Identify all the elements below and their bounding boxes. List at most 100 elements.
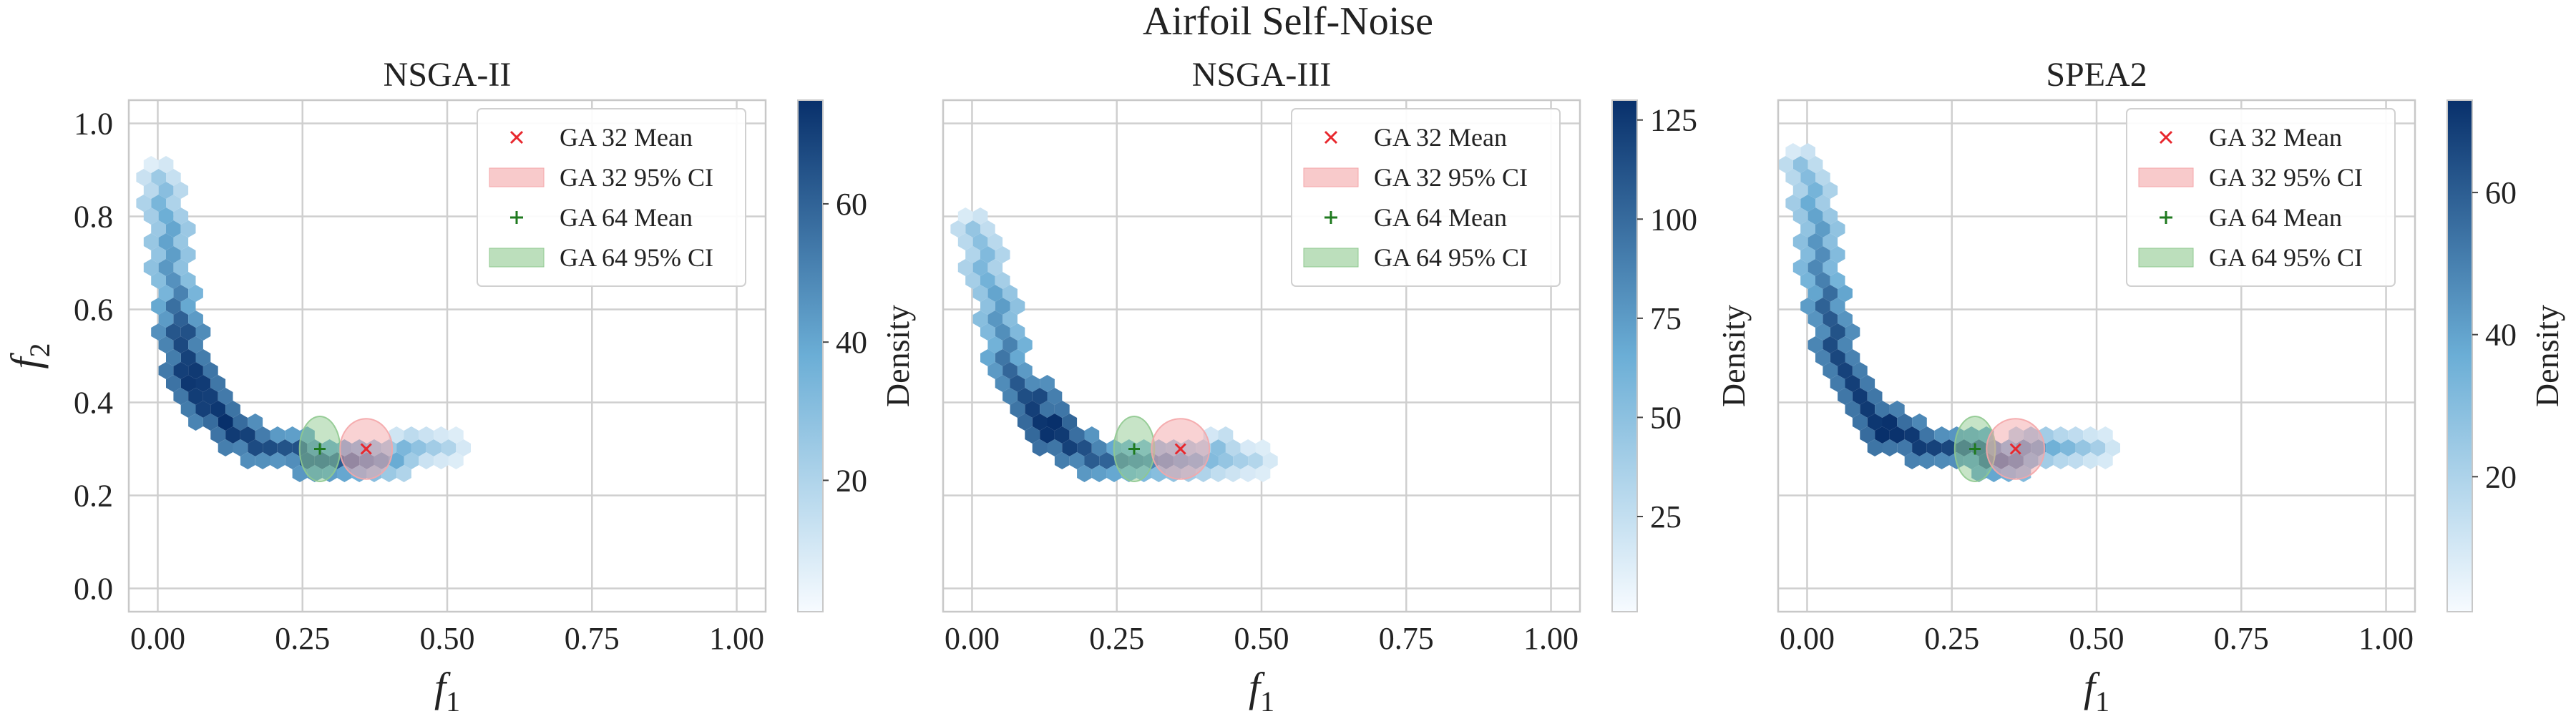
colorbar: 20 40 60 Density — [797, 99, 916, 612]
hexbin-cell — [180, 272, 196, 289]
ga32-mean-marker — [360, 443, 372, 455]
colorbar-gradient-bar — [797, 99, 824, 612]
hexbin-cell — [195, 349, 211, 366]
hexbin-cell — [1807, 285, 1823, 302]
hexbin-cell — [180, 220, 196, 238]
hexbin-cell — [173, 336, 189, 353]
x-tick-label: 0.50 — [2069, 621, 2124, 656]
hexbin-cell — [1815, 298, 1830, 315]
hexbin-cell — [1807, 310, 1823, 328]
hexbin-cell — [210, 426, 226, 444]
x-tick-label: 0.25 — [1089, 621, 1144, 656]
hexbin-cell — [1867, 414, 1883, 431]
hexbin-cell — [1912, 414, 1927, 431]
hexbin-cell — [1845, 375, 1860, 392]
hexbin-cell — [1002, 336, 1018, 353]
hexbin-cell — [1919, 426, 1935, 444]
colorbar-gradient-bar — [1611, 99, 1638, 612]
hexbin-cell — [1248, 452, 1263, 469]
hexbin-cell — [1800, 169, 1815, 186]
x-axis-label-subscript: 1 — [2095, 685, 2109, 715]
x-axis-label-subscript: 1 — [1260, 685, 1274, 715]
hexbin-cell — [173, 310, 189, 328]
hexbin-cell — [1830, 375, 1845, 392]
hexbin-cell — [1002, 310, 1018, 328]
hexbin-cell — [1025, 426, 1040, 444]
hexbin-cell — [396, 465, 411, 482]
x-tick-label: 0.00 — [945, 621, 1000, 656]
legend-entry-label: GA 64 Mean — [560, 203, 693, 232]
hexbin-cell — [1838, 362, 1853, 379]
y-tick-label: 0.0 — [74, 572, 113, 607]
hexbin-cell — [1815, 323, 1830, 341]
hexbin-cell — [188, 414, 203, 431]
hexbin-cell — [136, 169, 152, 186]
hexbin-cell — [1002, 362, 1018, 379]
hexbin-cell — [225, 401, 240, 418]
hexbin-cell — [158, 233, 174, 250]
colorbar-tick-label: 60 — [2485, 175, 2517, 210]
hexbin-cell — [1800, 195, 1815, 212]
hexbin-cell — [411, 439, 426, 456]
colorbar-tick-label: 125 — [1650, 103, 1697, 138]
hexbin-cell — [203, 388, 218, 405]
x-tick-label: 0.75 — [565, 621, 620, 656]
colorbar-tick-label: 75 — [1650, 301, 1682, 336]
x-tick-label: 0.50 — [420, 621, 475, 656]
hexbin-cell — [1889, 401, 1905, 418]
hexbin-cell — [210, 375, 226, 392]
hexbin-cell — [1211, 465, 1226, 482]
hexbin-cell — [1025, 401, 1040, 418]
x-tick-label: 0.75 — [1379, 621, 1434, 656]
hexbin-cell — [225, 426, 240, 444]
hexbin-cell — [173, 233, 189, 250]
ga64-mean-marker — [314, 443, 326, 455]
hexbin-cell — [210, 401, 226, 418]
hexbin-cell — [1800, 246, 1815, 263]
hexbin-cell — [389, 452, 404, 469]
hexbin-cell — [166, 272, 181, 289]
hexbin-cell — [1077, 465, 1092, 482]
hexbin-cell — [2068, 426, 2084, 444]
hexbin-cell — [1218, 426, 1234, 444]
hexbin-cell — [1010, 298, 1025, 315]
hexbin-cell — [166, 375, 181, 392]
legend: GA 32 Mean GA 32 95% CI GA 64 Mean GA 64 95… — [477, 108, 746, 287]
hexbin-cell — [2097, 426, 2113, 444]
hexbin-cell — [218, 414, 233, 431]
hexbin-cell — [972, 259, 988, 276]
x-tick-label: 0.00 — [1780, 621, 1835, 656]
hexbin-cell — [1025, 375, 1040, 392]
x-tick-label: 1.00 — [1523, 621, 1579, 656]
colorbar-label: Density — [2529, 305, 2565, 407]
legend-entry-label: GA 32 95% CI — [560, 163, 713, 192]
hexbin-cell — [1838, 336, 1853, 353]
legend-entry-label: GA 32 95% CI — [2209, 163, 2363, 192]
hexbin-cell — [158, 156, 174, 173]
hexbin-cell — [1815, 195, 1830, 212]
hexbin-cell — [2046, 439, 2061, 456]
panel-title: NSGA-III — [1192, 56, 1332, 94]
hexbin-cell — [143, 207, 159, 225]
hexbin-cell — [255, 426, 270, 444]
x-tick-label: 0.25 — [275, 621, 330, 656]
hexbin-cell — [1225, 465, 1241, 482]
hexbin-cell — [158, 182, 174, 199]
hexbin-cell — [143, 233, 159, 250]
hexbin-cell — [980, 323, 995, 341]
hexbin-cell — [1084, 426, 1100, 444]
hexbin-cell — [1010, 375, 1025, 392]
hexbin-cell — [1807, 182, 1823, 199]
hexbin-cell — [1211, 439, 1226, 456]
legend-ga32-mean-symbol — [509, 130, 524, 145]
plot-frame — [1777, 99, 2416, 613]
hexbin-cell — [1047, 388, 1063, 405]
hexbin-cell — [987, 233, 1003, 250]
ga64-mean-marker — [1128, 443, 1140, 455]
hexbin-cell — [158, 207, 174, 225]
hexbin-cell — [188, 362, 203, 379]
x-tick-label: 1.00 — [709, 621, 764, 656]
hexbin-cell — [166, 169, 181, 186]
hexbin-cell — [218, 388, 233, 405]
